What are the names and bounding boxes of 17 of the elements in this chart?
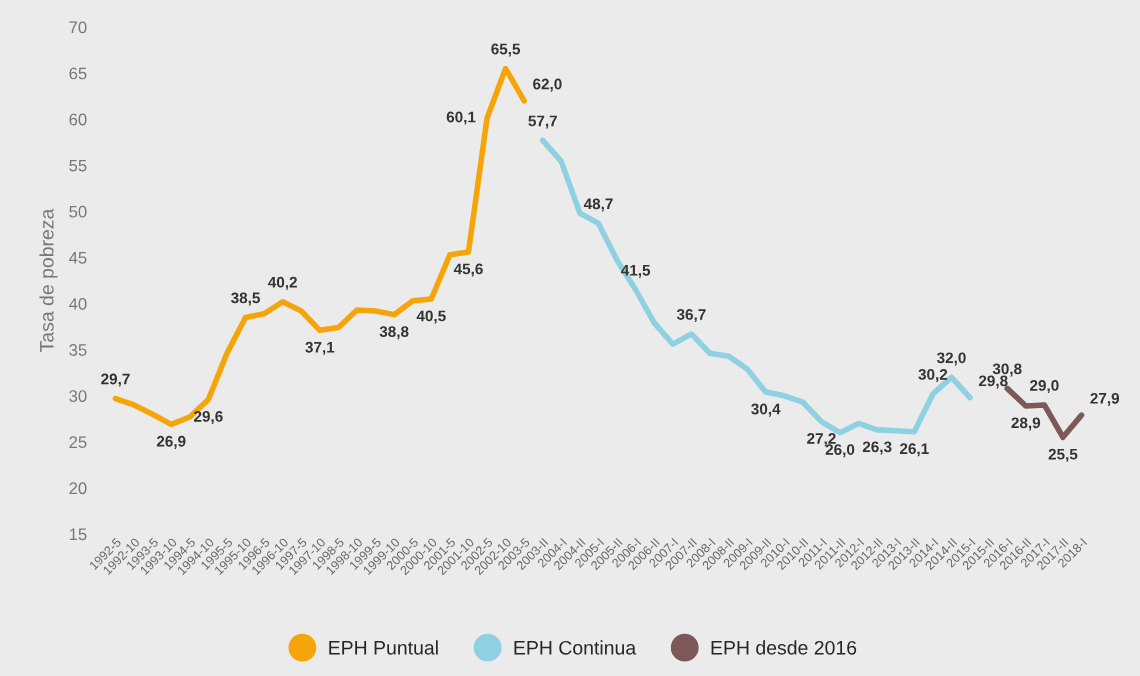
y-tick-label: 65	[69, 67, 87, 80]
y-tick-label: 55	[69, 159, 87, 172]
y-tick-label: 20	[69, 482, 87, 495]
y-tick-label: 30	[69, 390, 87, 402]
legend-label: EPH Continua	[514, 640, 637, 655]
legend-label: EPH desde 2016	[711, 640, 857, 655]
y-tick-label: 60	[69, 113, 87, 126]
y-tick-label: 15	[69, 528, 87, 541]
y-tick-label: 50	[69, 205, 87, 218]
legend-label: EPH Puntual	[329, 640, 438, 655]
y-tick-label: 70	[69, 21, 87, 34]
y-tick-label: 25	[69, 436, 87, 449]
y-tick-label: 40	[69, 297, 87, 310]
y-tick-label: 35	[69, 344, 87, 356]
y-tick-label: 45	[69, 252, 87, 264]
line-series	[539, 137, 973, 436]
y-axis-title: Tasa de pobreza	[39, 208, 58, 352]
